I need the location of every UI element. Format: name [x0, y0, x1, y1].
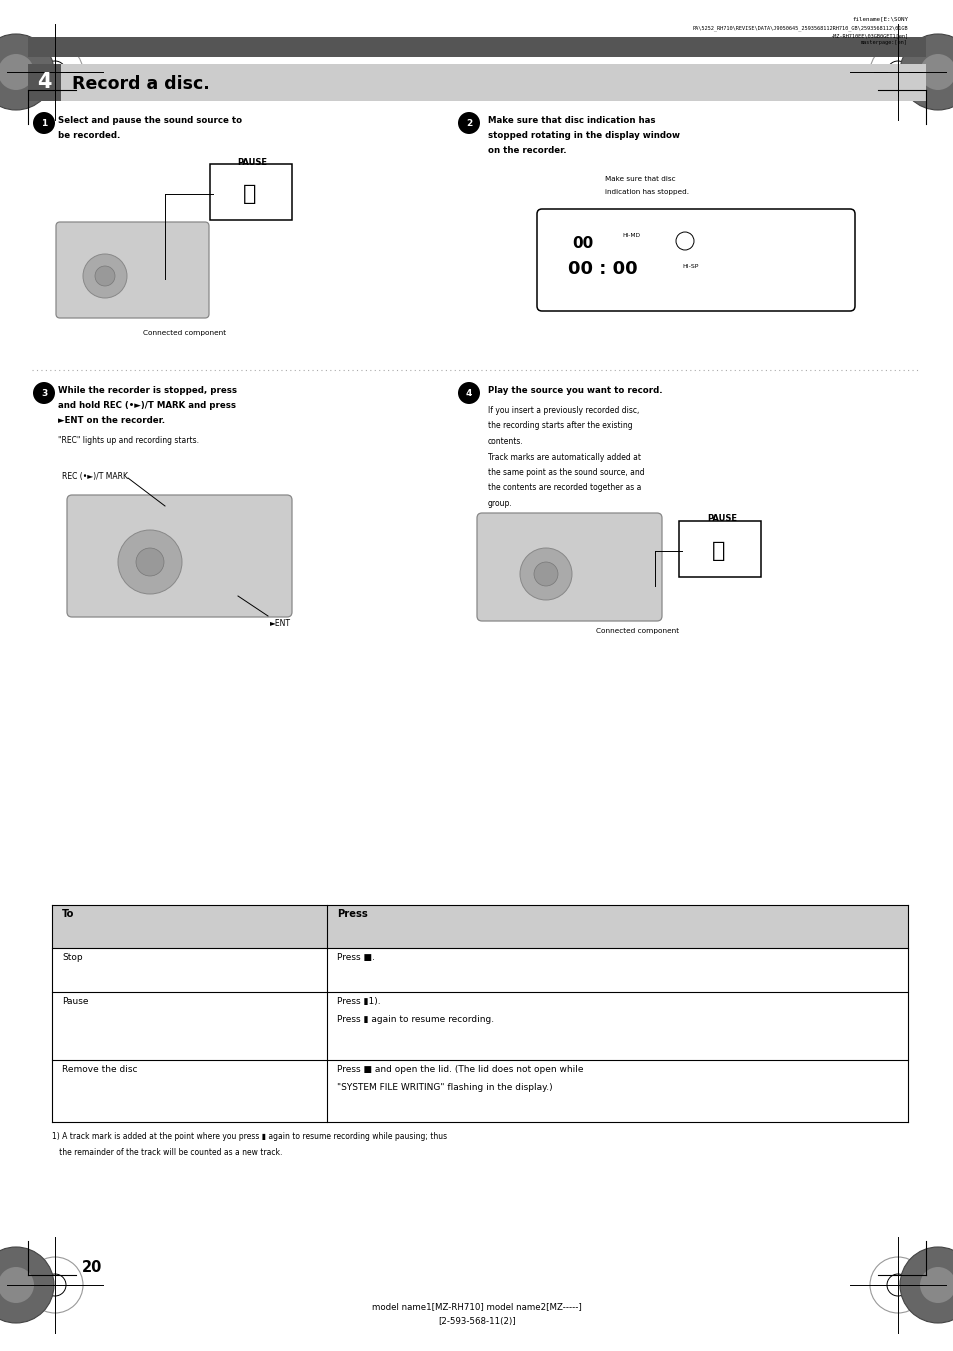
Circle shape [899, 1247, 953, 1323]
Text: "REC" lights up and recording starts.: "REC" lights up and recording starts. [58, 436, 199, 444]
Circle shape [519, 549, 572, 600]
Bar [28, 63, 925, 101]
Text: Press ■.: Press ■. [336, 952, 375, 962]
Text: group.: group. [488, 499, 512, 508]
Circle shape [33, 382, 55, 404]
FancyBboxPatch shape [537, 209, 854, 311]
Text: HI-SP: HI-SP [681, 263, 698, 269]
FancyBboxPatch shape [56, 222, 209, 317]
Circle shape [33, 112, 55, 134]
Text: 1) A track mark is added at the point where you press ▮ again to resume recordin: 1) A track mark is added at the point wh… [52, 1132, 447, 1142]
Text: Stop: Stop [62, 952, 83, 962]
Text: filename[E:\SONY: filename[E:\SONY [851, 16, 907, 22]
Circle shape [0, 54, 34, 91]
Text: 00: 00 [572, 236, 593, 251]
Text: PAUSE: PAUSE [236, 158, 267, 168]
FancyBboxPatch shape [679, 521, 760, 577]
Text: Remove the disc: Remove the disc [62, 1065, 137, 1074]
Text: stopped rotating in the display window: stopped rotating in the display window [488, 131, 679, 141]
Circle shape [136, 549, 164, 576]
Text: masterpage:[en]: masterpage:[en] [861, 41, 907, 45]
Text: 1: 1 [41, 119, 47, 127]
Text: ►ENT: ►ENT [270, 619, 291, 628]
Text: Select and pause the sound source to: Select and pause the sound source to [58, 116, 242, 126]
Text: HI-MD: HI-MD [621, 232, 639, 238]
Circle shape [899, 34, 953, 109]
Text: [2-593-568-11(2)]: [2-593-568-11(2)] [437, 1317, 516, 1325]
Text: 4: 4 [37, 73, 51, 92]
Text: ⏸: ⏸ [712, 540, 725, 561]
Text: Track marks are automatically added at: Track marks are automatically added at [488, 453, 640, 462]
Text: 2: 2 [465, 119, 472, 127]
Text: indication has stopped.: indication has stopped. [604, 189, 688, 195]
Circle shape [457, 382, 479, 404]
Text: Make sure that disc: Make sure that disc [604, 176, 675, 182]
Text: the recording starts after the existing: the recording starts after the existing [488, 422, 632, 431]
Circle shape [95, 266, 115, 286]
Text: Press ■ and open the lid. (The lid does not open while: Press ■ and open the lid. (The lid does … [336, 1065, 583, 1074]
FancyBboxPatch shape [476, 513, 661, 621]
Circle shape [0, 34, 54, 109]
Circle shape [0, 1267, 34, 1302]
Text: and hold REC (•►)/T MARK and press: and hold REC (•►)/T MARK and press [58, 401, 235, 409]
Text: "SYSTEM FILE WRITING" flashing in the display.): "SYSTEM FILE WRITING" flashing in the di… [336, 1084, 552, 1092]
Text: Record a disc.: Record a disc. [71, 76, 210, 93]
Circle shape [83, 254, 127, 299]
Bar [52, 905, 907, 948]
Text: model name1[MZ-RH710] model name2[MZ-----]: model name1[MZ-RH710] model name2[MZ----… [372, 1302, 581, 1310]
Circle shape [919, 1267, 953, 1302]
Text: 20: 20 [82, 1260, 102, 1275]
FancyBboxPatch shape [210, 163, 292, 220]
Text: 3: 3 [41, 389, 47, 397]
Bar [28, 36, 925, 57]
FancyBboxPatch shape [67, 494, 292, 617]
Text: Press: Press [336, 909, 367, 919]
Circle shape [919, 54, 953, 91]
Text: 00 : 00: 00 : 00 [567, 259, 637, 278]
Text: Play the source you want to record.: Play the source you want to record. [488, 386, 662, 394]
Text: the same point as the sound source, and: the same point as the sound source, and [488, 467, 644, 477]
Text: REC (•►)/T MARK: REC (•►)/T MARK [62, 471, 128, 481]
Text: PA\5252_RH710\REVISE\DATA\J9050645_2593568112RH710_GB\2593568112\01GB: PA\5252_RH710\REVISE\DATA\J9050645_25935… [692, 26, 907, 31]
Text: the remainder of the track will be counted as a new track.: the remainder of the track will be count… [52, 1148, 282, 1156]
Text: 4: 4 [465, 389, 472, 397]
Text: Pause: Pause [62, 997, 89, 1006]
Circle shape [0, 1247, 54, 1323]
Circle shape [118, 530, 182, 594]
Text: Make sure that disc indication has: Make sure that disc indication has [488, 116, 655, 126]
Text: Connected component: Connected component [143, 330, 226, 336]
Text: ►ENT on the recorder.: ►ENT on the recorder. [58, 416, 165, 426]
Text: contents.: contents. [488, 436, 523, 446]
Text: the contents are recorded together as a: the contents are recorded together as a [488, 484, 640, 493]
Text: While the recorder is stopped, press: While the recorder is stopped, press [58, 386, 236, 394]
Circle shape [457, 112, 479, 134]
Circle shape [534, 562, 558, 586]
Text: -MZ-RH710EE\03GB0GET1[en]: -MZ-RH710EE\03GB0GET1[en] [829, 32, 907, 38]
Text: If you insert a previously recorded disc,: If you insert a previously recorded disc… [488, 407, 639, 415]
Text: Press ▮1).: Press ▮1). [336, 997, 380, 1006]
Text: be recorded.: be recorded. [58, 131, 120, 141]
Text: on the recorder.: on the recorder. [488, 146, 566, 155]
Text: Press ▮ again to resume recording.: Press ▮ again to resume recording. [336, 1015, 494, 1024]
Text: PAUSE: PAUSE [706, 513, 737, 523]
Text: To: To [62, 909, 74, 919]
Bar [28, 63, 61, 101]
Text: Connected component: Connected component [596, 628, 679, 634]
Text: ⏸: ⏸ [243, 184, 256, 204]
